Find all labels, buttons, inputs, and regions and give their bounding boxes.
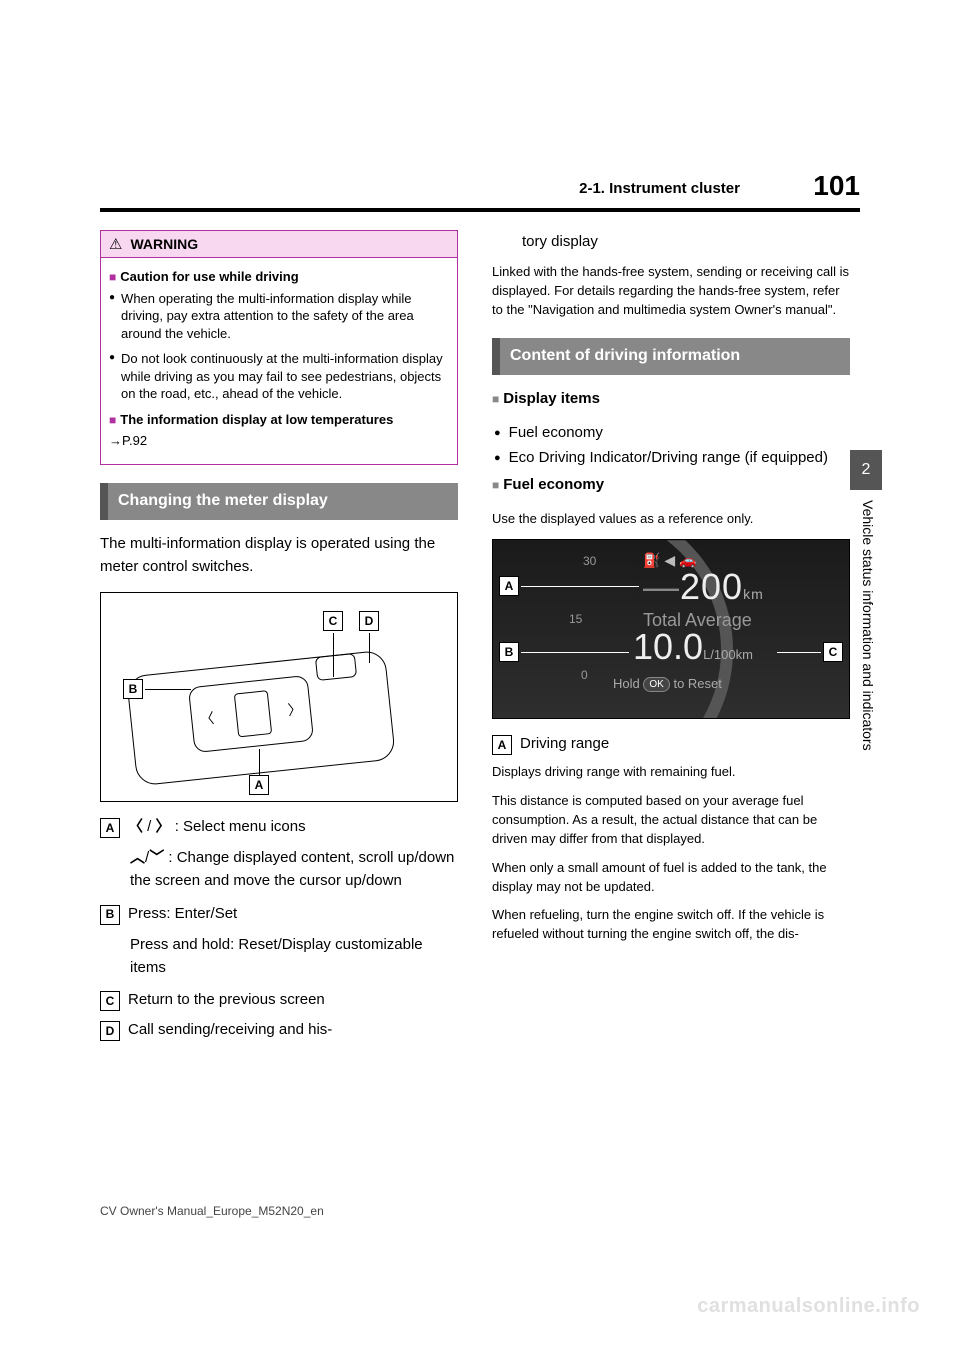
rowB-text1: Press: Enter/Set xyxy=(128,903,458,925)
illustration-meter-switches: 〈 〉 C D B A xyxy=(100,592,458,802)
tick-30: 30 xyxy=(583,554,596,568)
fuel-callout-A: A xyxy=(499,576,519,596)
range-value: —200km xyxy=(643,566,764,608)
rowB-sub: Press and hold: Reset/Display customizab… xyxy=(130,933,458,980)
caution-title: Caution for use while driving xyxy=(109,268,449,286)
callout-C: C xyxy=(323,611,343,631)
tick-15: 15 xyxy=(569,612,582,626)
letter-D: D xyxy=(100,1021,120,1041)
footer-manual-id: CV Owner's Manual_Europe_M52N20_en xyxy=(100,1204,324,1218)
callout-D: D xyxy=(359,611,379,631)
chevron-down-icon: ﹀ xyxy=(149,849,164,866)
fuel-rowA-text: Driving range xyxy=(520,733,850,755)
fuel-economy-note: Use the displayed values as a reference … xyxy=(492,510,850,529)
section-tab: 2 xyxy=(850,450,882,490)
warning-box: ⚠ WARNING Caution for use while driving … xyxy=(100,230,458,465)
fuel-letter-A: A xyxy=(492,735,512,755)
fuel-row-A: A Driving range xyxy=(492,733,850,755)
letter-C: C xyxy=(100,991,120,1011)
fuel-callout-B: B xyxy=(499,642,519,662)
content-area: ⚠ WARNING Caution for use while driving … xyxy=(100,230,850,1188)
rowA-text1: : Select menu icons xyxy=(175,818,306,835)
section-changing-display: Changing the meter display xyxy=(100,483,458,520)
chevron-left-icon: 〈 xyxy=(128,818,143,835)
chevron-up-icon: ︿ xyxy=(130,849,145,866)
page-number: 101 xyxy=(813,170,860,202)
warning-body: Caution for use while driving When opera… xyxy=(101,258,457,464)
control-row-D: D Call sending/receiving and his- xyxy=(100,1019,458,1041)
avg-value: 10.0L/100km xyxy=(633,626,753,668)
letter-B: B xyxy=(100,905,120,925)
fuel-p4: When refueling, turn the engine switch o… xyxy=(492,906,850,944)
control-row-B: B Press: Enter/Set xyxy=(100,903,458,925)
fuel-p1: Displays driving range with remaining fu… xyxy=(492,763,850,782)
fuel-callout-C: C xyxy=(823,642,843,662)
item-fuel-economy: Fuel economy xyxy=(492,424,850,443)
fuel-p3: When only a small amount of fuel is adde… xyxy=(492,859,850,897)
display-items-heading: Display items xyxy=(492,387,850,410)
control-row-A-sub: ︿/﹀ : Change displayed content, scroll u… xyxy=(130,846,458,893)
section-side-label: Vehicle status information and indicator… xyxy=(856,500,876,860)
warning-icon: ⚠ xyxy=(109,235,122,253)
section-driving-info: Content of driving information xyxy=(492,338,850,375)
chevron-right-icon: 〉 xyxy=(156,818,171,835)
letter-A: A xyxy=(100,818,120,838)
header-rule xyxy=(100,208,860,212)
section-title: 2-1. Instrument cluster xyxy=(579,180,740,197)
fuel-p2: This distance is computed based on your … xyxy=(492,792,850,849)
changing-intro: The multi-information display is operate… xyxy=(100,532,458,579)
rowA-text2: : Change displayed content, scroll up/do… xyxy=(130,849,454,889)
rowC-text: Return to the previous screen xyxy=(128,989,458,1011)
control-row-C: C Return to the previous screen xyxy=(100,989,458,1011)
ok-icon: OK xyxy=(643,677,669,692)
page-header: 2-1. Instrument cluster 101 xyxy=(100,180,860,220)
left-column: ⚠ WARNING Caution for use while driving … xyxy=(100,230,458,1188)
watermark: carmanualsonline.info xyxy=(697,1295,920,1318)
fuel-economy-heading: Fuel economy xyxy=(492,473,850,496)
tick-0: 0 xyxy=(581,668,588,682)
control-row-A: A 〈 / 〉 : Select menu icons xyxy=(100,816,458,838)
callout-B: B xyxy=(123,679,143,699)
lowtemp-ref: →P.92 xyxy=(109,432,449,450)
item-eco-indicator: Eco Driving Indicator/Driving range (if … xyxy=(492,449,850,468)
right-column: tory display Linked with the hands-free … xyxy=(492,230,850,1188)
warning-bullet-2: Do not look continuously at the multi-in… xyxy=(109,350,449,403)
callout-A: A xyxy=(249,775,269,795)
hold-reset-hint: Hold OK to Reset xyxy=(613,676,722,692)
rowD-text: Call sending/receiving and his- xyxy=(128,1019,458,1041)
warning-label: WARNING xyxy=(130,236,198,252)
tory-display-continuation: tory display xyxy=(522,230,850,253)
warning-header: ⚠ WARNING xyxy=(101,231,457,258)
hands-free-note: Linked with the hands-free system, sendi… xyxy=(492,263,850,320)
illustration-fuel-economy: 30 15 0 ⛽ ◀ 🚗 —200km Total Average 10.0L… xyxy=(492,539,850,719)
lowtemp-title: The information display at low temperatu… xyxy=(109,411,449,429)
warning-bullet-1: When operating the multi-information dis… xyxy=(109,290,449,343)
